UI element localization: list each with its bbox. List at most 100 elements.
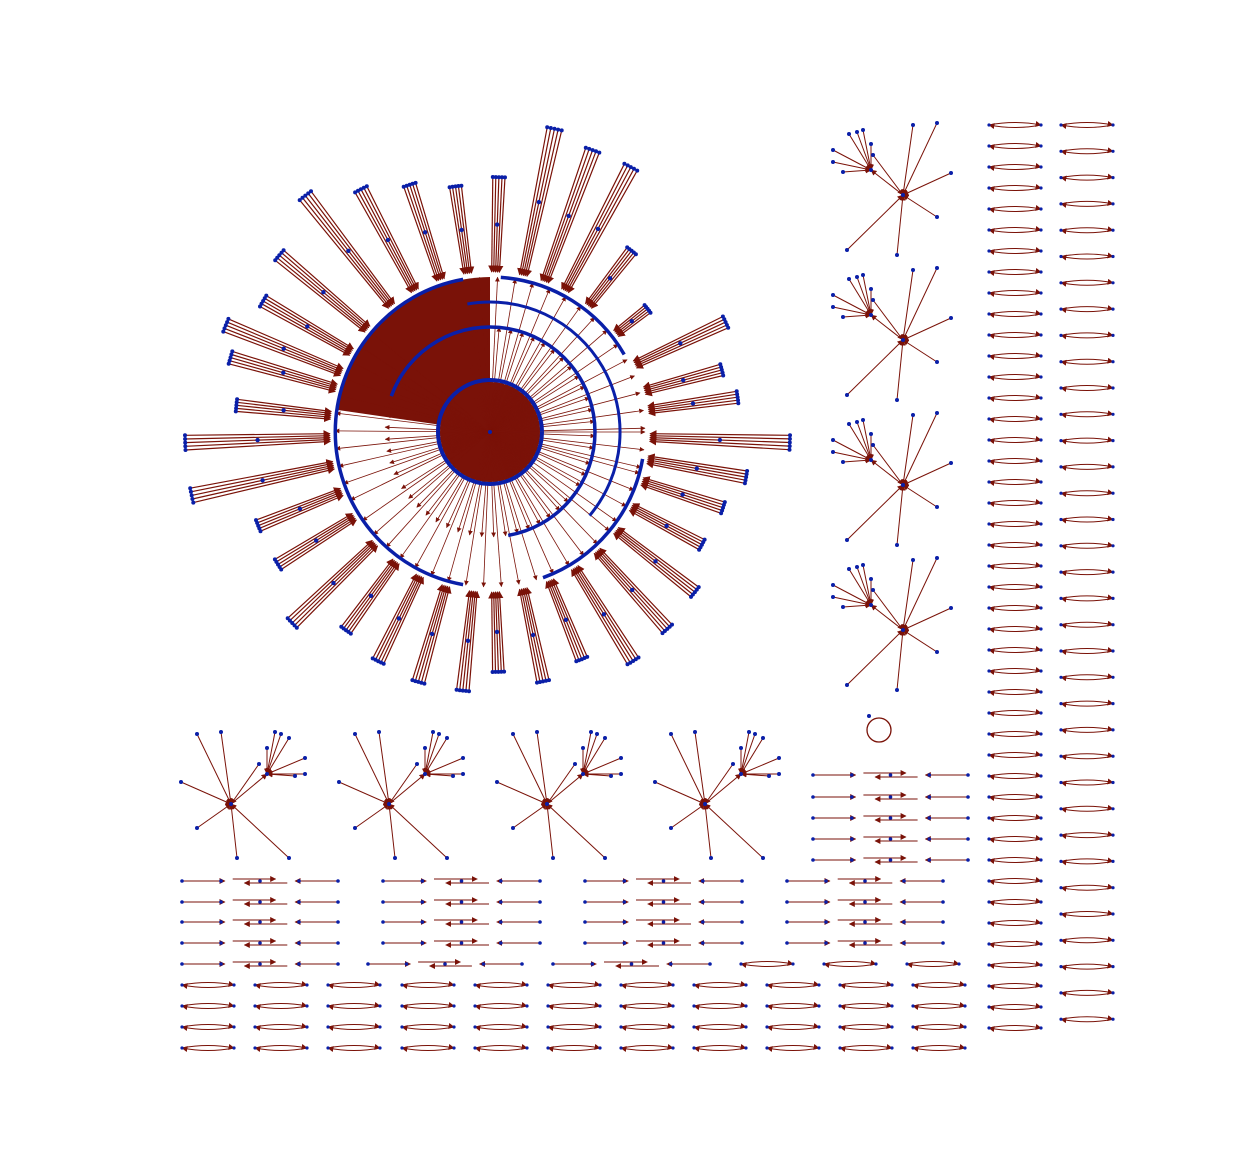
node	[669, 962, 673, 966]
node	[1111, 1017, 1115, 1021]
node	[1059, 360, 1063, 364]
edge	[988, 480, 1042, 486]
edge	[599, 547, 673, 626]
edge	[274, 512, 353, 560]
node	[1111, 307, 1115, 311]
node	[1039, 417, 1043, 421]
node	[536, 199, 542, 205]
edge	[380, 575, 423, 663]
edge	[546, 803, 606, 859]
edge	[846, 194, 904, 251]
node	[765, 1004, 769, 1008]
edge	[460, 185, 475, 274]
node	[1039, 165, 1043, 169]
edge	[351, 361, 491, 433]
edge	[617, 312, 651, 337]
node	[1039, 627, 1043, 631]
node	[630, 587, 635, 593]
node	[1039, 333, 1043, 337]
node	[227, 358, 232, 363]
node	[281, 346, 286, 351]
node	[499, 920, 503, 924]
edge	[988, 312, 1042, 318]
node	[895, 688, 899, 692]
node	[669, 732, 673, 736]
node	[420, 941, 425, 945]
node	[590, 962, 595, 966]
edge	[1060, 543, 1114, 550]
node	[987, 396, 991, 400]
edge	[265, 733, 282, 775]
edge	[902, 629, 938, 653]
node	[255, 437, 260, 443]
node	[1111, 807, 1115, 811]
edge	[988, 123, 1042, 129]
edge	[388, 773, 426, 805]
edge	[988, 459, 1042, 465]
edge	[593, 552, 663, 634]
node	[701, 900, 705, 904]
edge	[488, 591, 496, 673]
node	[188, 489, 193, 494]
node	[841, 605, 845, 609]
node	[473, 1046, 477, 1050]
node	[353, 826, 357, 830]
node	[863, 920, 867, 924]
edge	[693, 983, 747, 989]
edge	[1060, 964, 1114, 971]
node	[381, 900, 385, 904]
edge	[449, 187, 467, 275]
node	[869, 287, 873, 291]
edge	[670, 803, 706, 829]
node	[987, 627, 991, 631]
edge	[862, 129, 873, 171]
edge	[642, 478, 725, 506]
node	[583, 900, 587, 904]
node	[824, 920, 828, 924]
node	[1039, 228, 1043, 232]
node	[548, 126, 553, 130]
edge	[647, 390, 737, 409]
edge	[839, 1025, 893, 1031]
edge	[862, 274, 873, 316]
node	[336, 879, 340, 883]
node	[279, 732, 283, 736]
node	[1059, 596, 1063, 601]
node	[1039, 879, 1043, 883]
node	[987, 186, 991, 190]
node	[871, 443, 875, 447]
edge	[354, 803, 390, 829]
node	[1059, 176, 1063, 180]
node	[221, 329, 226, 334]
node	[396, 616, 402, 621]
node	[191, 500, 196, 505]
node	[445, 856, 449, 860]
node	[1111, 938, 1115, 942]
node	[838, 1046, 842, 1050]
node	[1059, 281, 1063, 285]
edge	[423, 731, 434, 775]
node	[987, 375, 991, 379]
node	[664, 523, 669, 529]
edge	[896, 194, 906, 256]
node	[660, 631, 665, 636]
node	[1059, 965, 1063, 969]
edge	[1060, 780, 1114, 787]
node	[869, 603, 873, 607]
node	[378, 1046, 382, 1050]
node	[1039, 564, 1043, 568]
node	[987, 900, 991, 904]
node	[831, 293, 835, 297]
edge	[988, 564, 1042, 570]
edge	[872, 154, 904, 196]
edge	[512, 803, 548, 829]
node	[473, 1025, 477, 1029]
edge	[373, 431, 491, 535]
node	[336, 900, 340, 904]
edge	[283, 249, 371, 327]
node	[777, 772, 781, 776]
edge	[490, 591, 498, 672]
edge	[1060, 675, 1114, 682]
edge	[739, 731, 750, 775]
edge	[848, 133, 872, 171]
